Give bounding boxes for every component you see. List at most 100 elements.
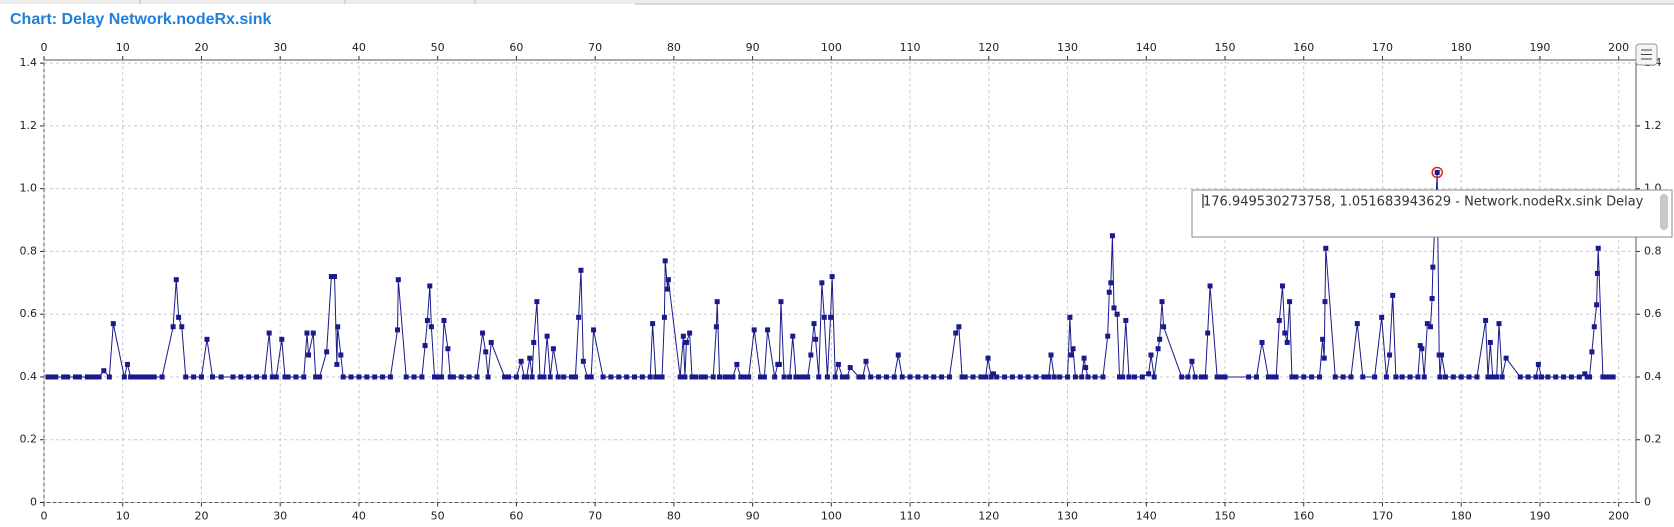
point-marker xyxy=(1490,374,1496,380)
point-marker xyxy=(962,374,968,380)
point-marker xyxy=(1360,374,1366,380)
point-marker xyxy=(1600,374,1606,380)
point-marker xyxy=(953,330,959,336)
point-marker xyxy=(1393,374,1399,380)
point-marker xyxy=(106,374,112,380)
x-tick-label: 120 xyxy=(978,510,999,523)
point-marker xyxy=(1072,374,1078,380)
x-tick-label-top: 80 xyxy=(667,41,681,54)
point-marker xyxy=(959,374,965,380)
point-marker xyxy=(84,374,90,380)
point-marker xyxy=(939,374,945,380)
point-marker xyxy=(555,374,561,380)
point-marker xyxy=(279,336,285,342)
point-marker xyxy=(132,374,138,380)
point-marker xyxy=(173,277,179,283)
point-marker xyxy=(832,374,838,380)
point-marker xyxy=(1041,374,1047,380)
point-marker xyxy=(458,374,464,380)
point-marker xyxy=(1214,374,1220,380)
x-tick-label: 60 xyxy=(509,510,523,523)
point-marker xyxy=(285,374,291,380)
point-marker xyxy=(1067,314,1073,320)
point-marker xyxy=(1610,374,1616,380)
point-marker xyxy=(588,374,594,380)
point-marker xyxy=(1155,346,1161,352)
point-marker xyxy=(380,374,386,380)
point-marker xyxy=(824,374,830,380)
point-marker xyxy=(1273,374,1279,380)
point-marker xyxy=(576,314,582,320)
point-marker xyxy=(445,346,451,352)
point-marker xyxy=(1079,374,1085,380)
options-button[interactable] xyxy=(1635,43,1658,66)
point-marker xyxy=(821,314,827,320)
tab-strip xyxy=(0,0,1674,5)
point-marker xyxy=(238,374,244,380)
y-tick-label-right: 0.2 xyxy=(1644,433,1662,446)
point-marker xyxy=(1424,321,1430,327)
point-marker xyxy=(332,274,338,280)
point-marker xyxy=(1561,374,1567,380)
point-marker xyxy=(1517,374,1523,380)
point-marker xyxy=(682,374,688,380)
point-marker xyxy=(983,374,989,380)
y-tick-label-right: 0.4 xyxy=(1644,370,1662,383)
point-marker xyxy=(1105,333,1111,339)
point-marker xyxy=(110,321,116,327)
point-marker xyxy=(338,352,344,358)
point-marker xyxy=(550,346,556,352)
point-marker xyxy=(1282,330,1288,336)
point-marker xyxy=(1387,352,1393,358)
point-marker xyxy=(92,374,98,380)
point-marker xyxy=(1316,374,1322,380)
point-marker xyxy=(1276,317,1282,323)
point-marker xyxy=(170,324,176,330)
point-marker xyxy=(432,374,438,380)
point-marker xyxy=(698,374,704,380)
y-tick-label: 0.6 xyxy=(20,307,38,320)
point-marker xyxy=(1179,374,1185,380)
y-tick-label: 0.8 xyxy=(20,244,38,257)
x-tick-label: 180 xyxy=(1451,510,1472,523)
point-marker xyxy=(1108,280,1114,286)
point-marker xyxy=(1429,296,1435,302)
point-marker xyxy=(1148,352,1154,358)
point-marker xyxy=(1139,374,1145,380)
x-tick-label-top: 140 xyxy=(1136,41,1157,54)
point-marker xyxy=(534,299,540,305)
point-marker xyxy=(714,299,720,305)
point-marker xyxy=(985,355,991,361)
point-marker xyxy=(513,374,519,380)
point-marker xyxy=(422,343,428,349)
point-marker xyxy=(466,374,472,380)
point-marker xyxy=(978,374,984,380)
point-marker xyxy=(372,374,378,380)
point-marker xyxy=(819,280,825,286)
point-marker xyxy=(424,317,430,323)
point-marker xyxy=(883,374,889,380)
point-marker xyxy=(310,330,316,336)
point-marker xyxy=(1439,352,1445,358)
point-marker xyxy=(1185,374,1191,380)
point-marker xyxy=(151,374,157,380)
y-tick-label: 1.4 xyxy=(20,56,38,69)
point-marker xyxy=(856,374,862,380)
x-tick-label-top: 200 xyxy=(1608,41,1629,54)
point-marker xyxy=(1202,374,1208,380)
x-tick-label-top: 110 xyxy=(900,41,921,54)
point-marker xyxy=(61,374,67,380)
point-marker xyxy=(403,374,409,380)
point-marker xyxy=(128,374,134,380)
tooltip-box xyxy=(1191,189,1673,238)
point-marker xyxy=(1533,374,1539,380)
point-marker xyxy=(956,324,962,330)
point-marker xyxy=(835,361,841,367)
point-marker xyxy=(1117,374,1123,380)
point-marker xyxy=(776,361,782,367)
x-tick-label-top: 0 xyxy=(41,41,48,54)
point-marker xyxy=(1483,317,1489,323)
x-tick-label-top: 100 xyxy=(821,41,842,54)
point-marker xyxy=(1246,374,1252,380)
x-tick-label-top: 70 xyxy=(588,41,602,54)
